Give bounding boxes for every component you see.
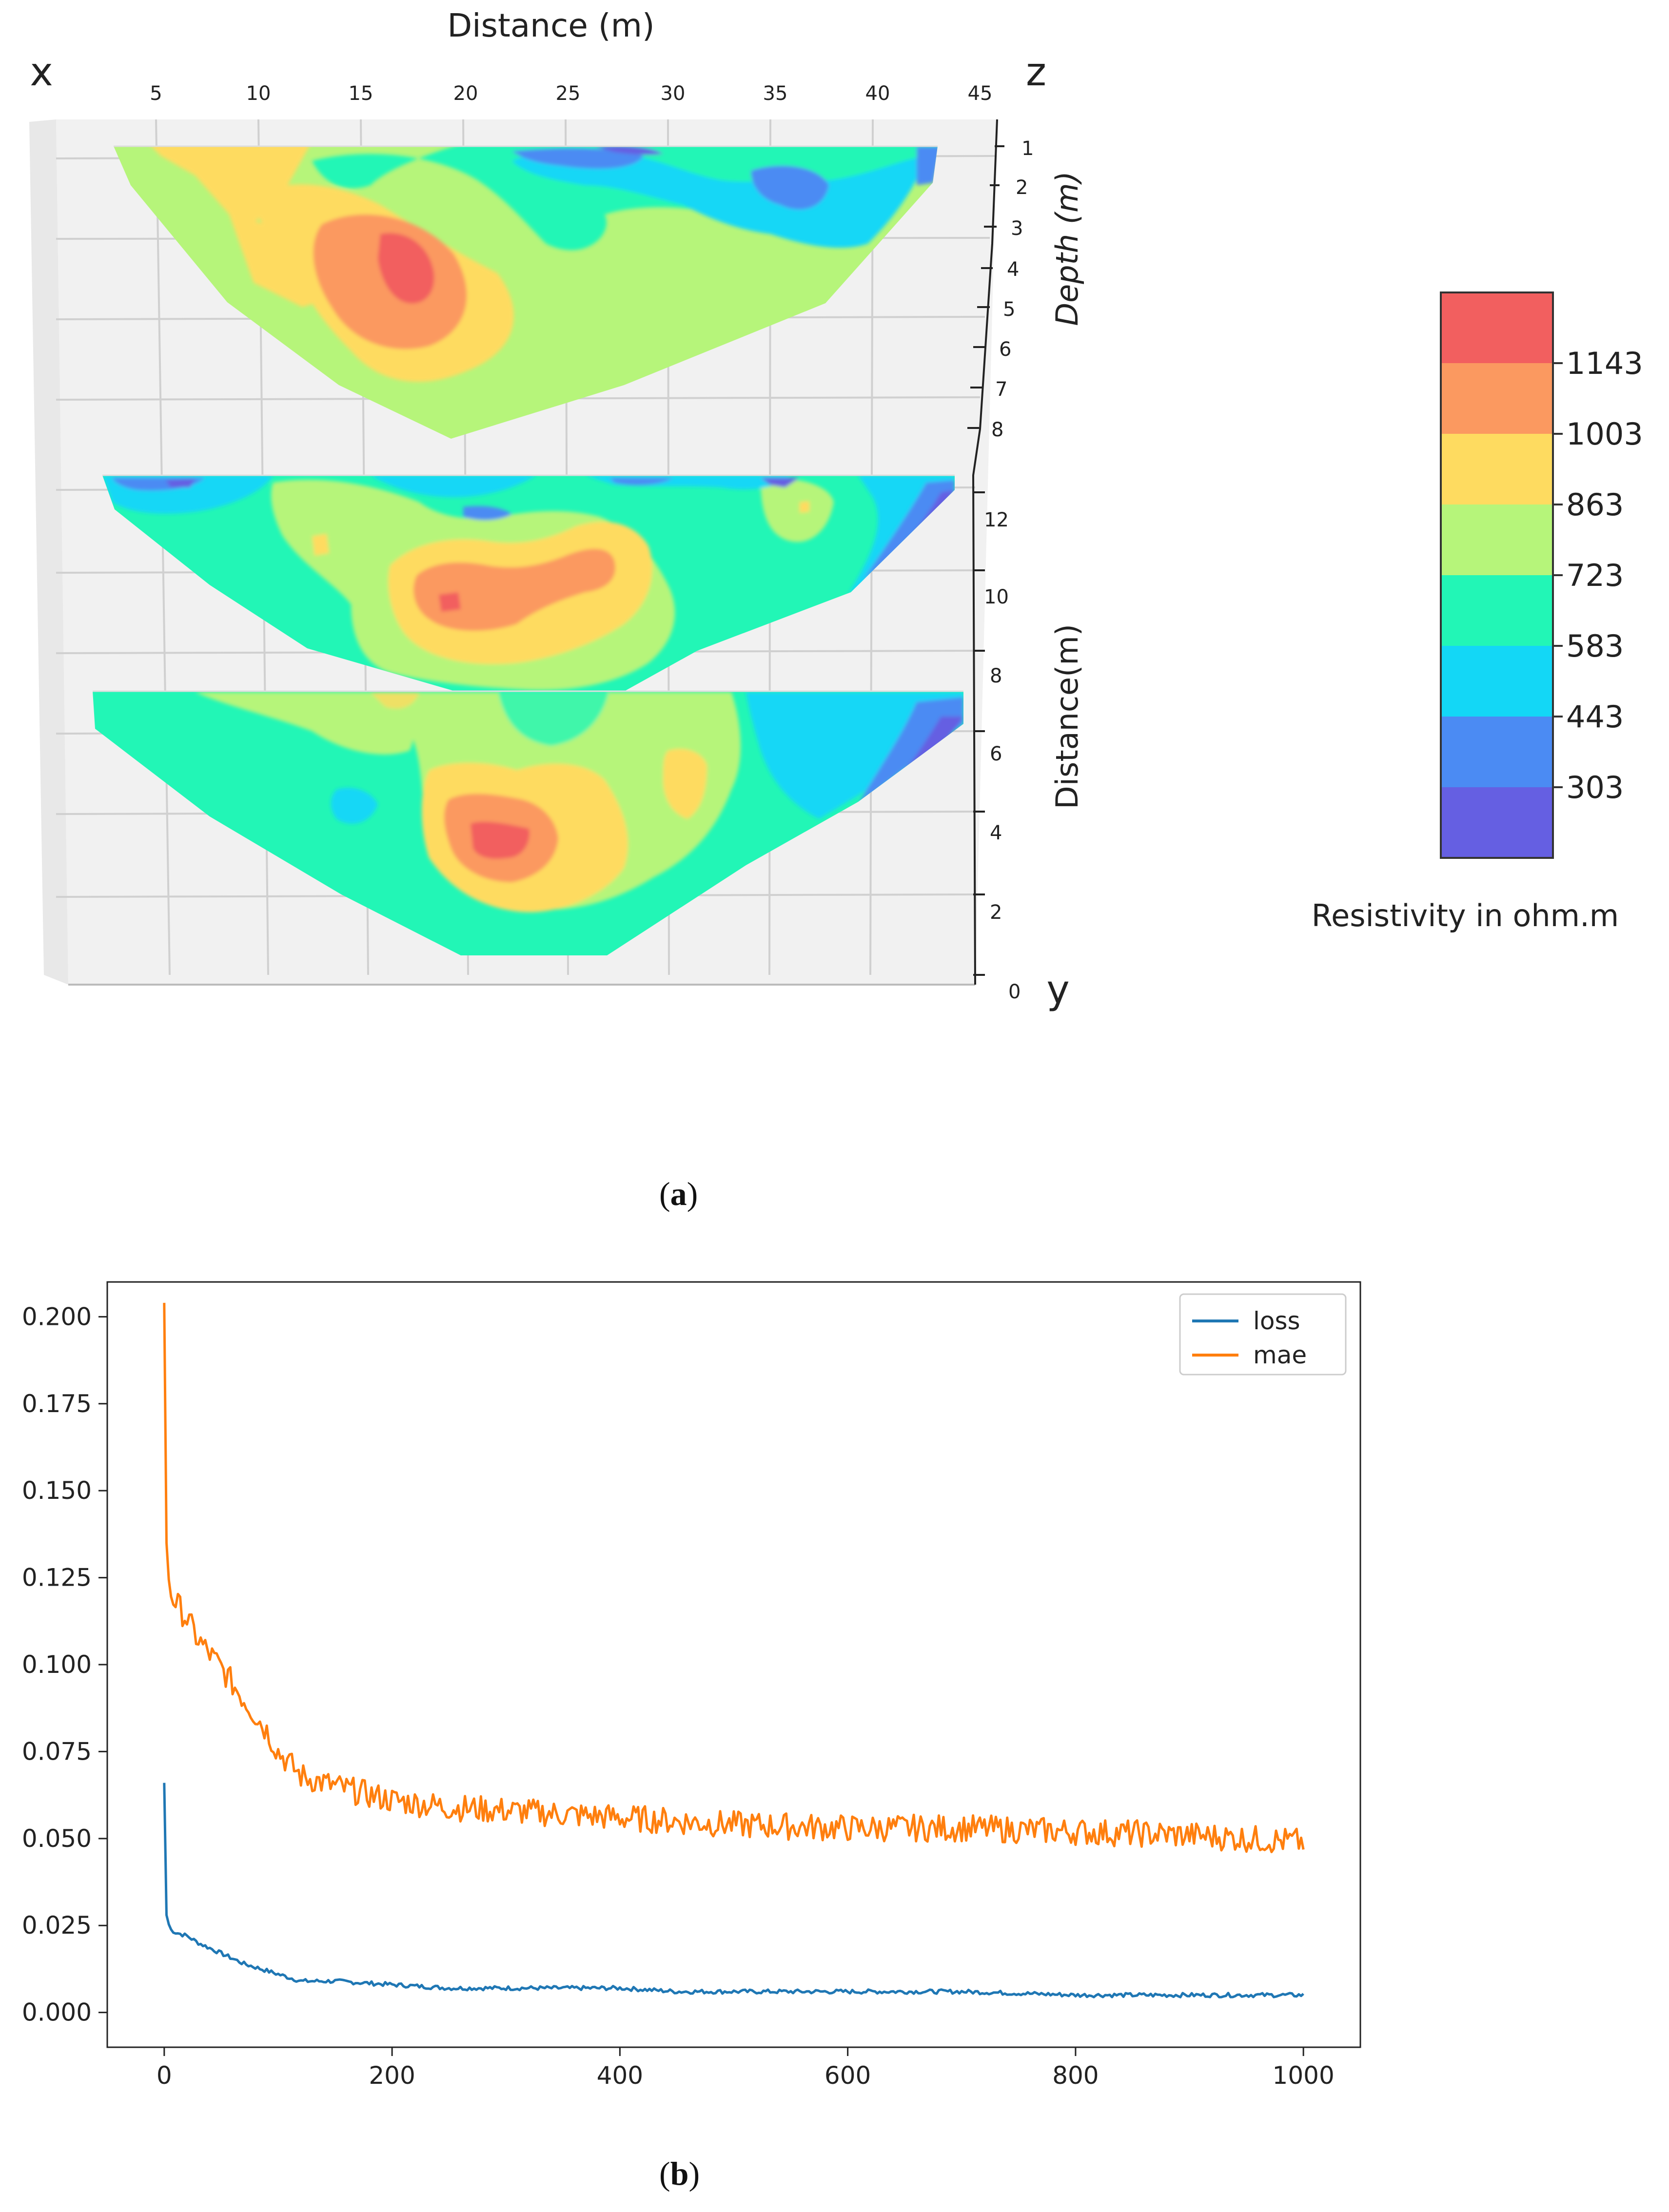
y-tick-label: 6 — [990, 743, 1002, 765]
figure-b-line-chart: 0 200 400 600 800 1000 0.000 0.025 0.050 0.075 0.1… — [22, 1281, 1361, 2090]
figure-a: 5 10 15 20 25 30 35 40 45 1 2 3 4 5 6 7 … — [29, 7, 1643, 1012]
plot-area: 0 200 400 600 800 1000 0.000 0.025 0.050 0.075 0.1… — [22, 1281, 1361, 2090]
plot-frame — [106, 1281, 1361, 2048]
caption-b-letter: b — [670, 2155, 689, 2192]
x-tick-label: 1000 — [1273, 2061, 1335, 2090]
colorbar-level: 1003 — [1566, 416, 1643, 452]
depth-axis-title: Depth (m) — [1049, 171, 1085, 326]
colorbar-level: 303 — [1566, 770, 1624, 805]
depth-tick-label: 8 — [991, 419, 1003, 441]
distance-axis-title: Distance(m) — [1049, 624, 1085, 809]
colorbar-segment — [1441, 292, 1553, 363]
colorbar-level: 723 — [1566, 558, 1624, 593]
y-tick-label: 0.050 — [22, 1824, 92, 1853]
colorbar-segment — [1441, 434, 1553, 504]
depth-tick-label: 6 — [999, 338, 1011, 361]
axis-letter-z: z — [1026, 49, 1046, 95]
colorbar: 1143 1003 863 723 583 443 303 Resistivit… — [1312, 291, 1643, 933]
x-tick-label: 45 — [968, 82, 993, 105]
x-tick-label: 10 — [246, 82, 271, 105]
y-tick-label: 0.150 — [22, 1476, 92, 1505]
x-tick-label: 35 — [763, 82, 788, 105]
x-tick-label: 200 — [369, 2061, 415, 2090]
colorbar-segment — [1441, 575, 1553, 646]
x-tick-label: 5 — [150, 82, 162, 105]
colorbar-level: 443 — [1566, 699, 1624, 735]
caption-a-letter: a — [670, 1175, 687, 1212]
y-tick-label: 2 — [990, 901, 1002, 924]
y-tick-label: 0.075 — [22, 1737, 92, 1766]
x-tick-label: 30 — [661, 82, 686, 105]
y-tick-label: 0.175 — [22, 1390, 92, 1418]
x-tick-label: 25 — [556, 82, 581, 105]
axis-letter-x: x — [30, 49, 53, 95]
colorbar-segment — [1441, 504, 1553, 575]
x-axis-title: Distance (m) — [447, 7, 654, 44]
colorbar-level: 583 — [1566, 628, 1624, 664]
right-axis — [967, 119, 1004, 985]
y-tick-label: 0.200 — [22, 1302, 92, 1331]
series-line-loss — [163, 1783, 1304, 1999]
x-tick-label: 20 — [453, 82, 478, 105]
colorbar-segment — [1441, 787, 1553, 858]
y-tick-label: 10 — [984, 586, 1009, 608]
y-tick-label: 8 — [990, 665, 1002, 687]
x-tick-label: 800 — [1052, 2061, 1099, 2090]
y-tick-label: 0.000 — [22, 1999, 92, 2027]
depth-tick-label: 3 — [1011, 217, 1023, 240]
x-tick-labels: 5 10 15 20 25 30 35 40 45 — [150, 82, 992, 105]
contour-slice-bottom — [93, 691, 963, 955]
slice-edges — [93, 145, 963, 692]
colorbar-level: 1143 — [1566, 346, 1643, 381]
caption-a: (a) — [659, 1175, 698, 1212]
axis-letter-y: y — [1046, 967, 1069, 1012]
y-tick-label: 0.100 — [22, 1650, 92, 1679]
y-tick-labels: 12 10 8 6 4 2 0 — [984, 509, 1021, 1003]
y-tick-label: 0.025 — [22, 1911, 92, 1940]
colorbar-title: Resistivity in ohm.m — [1312, 898, 1619, 933]
x-tick-label: 400 — [597, 2061, 643, 2090]
colorbar-segment — [1441, 646, 1553, 717]
y-tick-label: 0 — [1008, 981, 1021, 1003]
y-tick-label: 4 — [990, 822, 1002, 844]
y-tick-label: 12 — [984, 509, 1009, 531]
depth-tick-labels: 1 2 3 4 5 6 7 8 — [991, 137, 1034, 441]
legend-label-loss: loss — [1253, 1307, 1300, 1335]
x-tick-label: 40 — [865, 82, 890, 105]
colorbar-segment — [1441, 717, 1553, 787]
depth-tick-label: 7 — [995, 378, 1007, 401]
colorbar-level: 863 — [1566, 487, 1624, 523]
legend-label-mae: mae — [1253, 1341, 1307, 1369]
depth-tick-label: 1 — [1021, 137, 1034, 160]
caption-b: (b) — [659, 2155, 700, 2192]
x-tick-label: 0 — [157, 2061, 172, 2090]
x-tick-label: 600 — [825, 2061, 871, 2090]
y-tick-label: 0.125 — [22, 1564, 92, 1592]
series-line-mae — [163, 1302, 1305, 1853]
depth-tick-label: 2 — [1016, 176, 1028, 199]
colorbar-segment — [1441, 363, 1553, 434]
depth-tick-label: 5 — [1003, 298, 1015, 321]
depth-tick-label: 4 — [1007, 258, 1019, 281]
x-tick-label: 15 — [349, 82, 373, 105]
